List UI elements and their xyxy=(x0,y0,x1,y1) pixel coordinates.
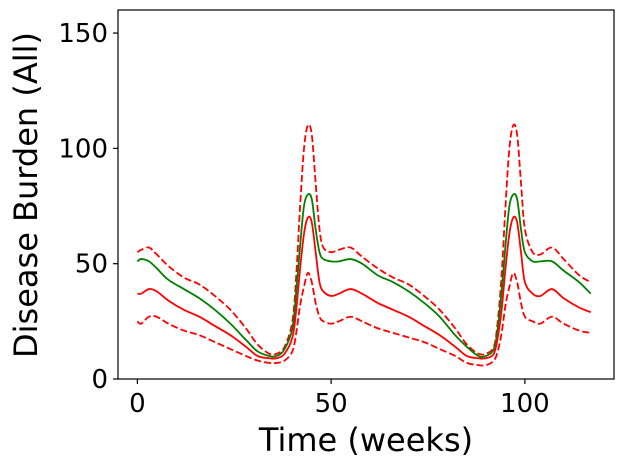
plot-frame xyxy=(117,9,615,380)
y-tick-label: 100 xyxy=(58,134,108,164)
x-axis-ticks: 0 50 100 xyxy=(129,379,550,419)
y-tick-label: 0 xyxy=(91,365,108,395)
y-axis-ticks: 0 50 100 150 xyxy=(58,19,118,395)
plot-lines xyxy=(136,123,592,367)
series-line-lower xyxy=(136,271,591,367)
y-axis-label: Disease Burden (All) xyxy=(7,32,45,358)
series-line-upper xyxy=(136,123,592,356)
x-tick-label: 50 xyxy=(315,389,348,419)
series-line-mean-red xyxy=(137,215,592,360)
x-axis-label: Time (weeks) xyxy=(258,421,473,459)
y-tick-label: 50 xyxy=(75,250,108,280)
x-tick-label: 100 xyxy=(500,389,550,419)
x-tick-label: 0 xyxy=(129,389,146,419)
y-tick-label: 150 xyxy=(58,19,108,49)
series-line-mean-green xyxy=(136,193,592,358)
